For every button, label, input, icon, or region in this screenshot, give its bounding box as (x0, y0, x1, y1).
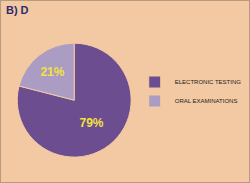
svg-text:ELECTRONIC TESTING: ELECTRONIC TESTING (175, 79, 242, 85)
svg-text:79%: 79% (79, 116, 103, 130)
svg-text:ORAL EXAMINATIONS: ORAL EXAMINATIONS (175, 98, 238, 104)
svg-text:21%: 21% (40, 65, 64, 79)
svg-text:B) D: B) D (6, 4, 29, 16)
